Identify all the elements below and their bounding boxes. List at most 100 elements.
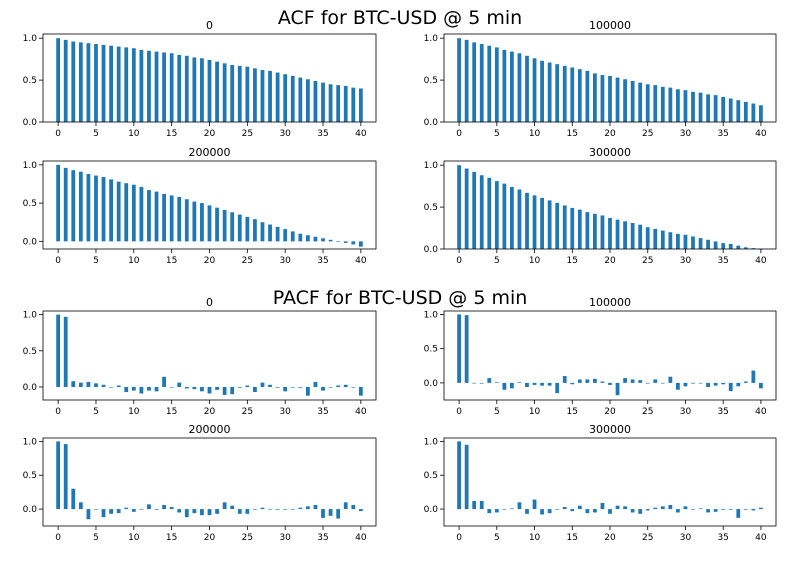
bar-lag-26 bbox=[253, 219, 257, 242]
bar-lag-36 bbox=[328, 509, 333, 516]
bar-lag-18 bbox=[593, 73, 597, 122]
x-tick-label: 0 bbox=[456, 129, 462, 139]
y-tick-label: 0.5 bbox=[424, 345, 438, 355]
y-tick-label: 1.0 bbox=[23, 437, 38, 447]
x-tick-label: 35 bbox=[317, 407, 328, 417]
bar-lag-20 bbox=[608, 217, 612, 249]
y-tick-label: 1.0 bbox=[424, 34, 439, 44]
bar-lag-37 bbox=[336, 509, 341, 519]
bar-lag-1 bbox=[63, 316, 68, 387]
x-tick-label: 20 bbox=[604, 129, 616, 139]
bar-lag-17 bbox=[585, 509, 590, 514]
bar-lag-12 bbox=[147, 50, 151, 123]
x-tick-label: 25 bbox=[242, 129, 253, 139]
bar-lag-37 bbox=[336, 385, 341, 387]
bar-lag-10 bbox=[131, 386, 136, 391]
x-tick-label: 10 bbox=[529, 407, 541, 417]
bar-lag-31 bbox=[691, 509, 695, 510]
bar-lag-14 bbox=[162, 52, 166, 122]
bar-lag-30 bbox=[683, 90, 688, 122]
bar-lag-5 bbox=[494, 181, 499, 249]
y-tick-label: 0.5 bbox=[23, 471, 37, 481]
bar-lag-38 bbox=[743, 509, 748, 510]
bar-lag-39 bbox=[751, 248, 756, 249]
bar-lag-13 bbox=[555, 382, 560, 394]
x-tick-label: 35 bbox=[717, 129, 728, 139]
x-tick-label: 5 bbox=[93, 533, 99, 543]
bar-lag-24 bbox=[638, 82, 643, 122]
x-tick-label: 15 bbox=[166, 407, 177, 417]
bar-lag-33 bbox=[305, 386, 310, 396]
bar-lag-23 bbox=[630, 223, 635, 249]
x-tick-label: 35 bbox=[317, 256, 328, 266]
bar-lag-22 bbox=[222, 63, 227, 122]
bar-lag-0 bbox=[457, 38, 461, 122]
bar-lag-32 bbox=[698, 382, 703, 384]
bar-lag-4 bbox=[487, 509, 492, 514]
x-tick-label: 10 bbox=[128, 256, 140, 266]
bar-lag-31 bbox=[290, 75, 295, 122]
y-tick-label: 0.0 bbox=[424, 505, 439, 515]
x-tick-label: 40 bbox=[355, 407, 367, 417]
bar-lag-14 bbox=[562, 376, 567, 383]
bar-lag-1 bbox=[63, 444, 68, 510]
bar-lag-15 bbox=[169, 386, 174, 388]
x-tick-label: 0 bbox=[456, 407, 462, 417]
bar-lag-39 bbox=[351, 241, 356, 245]
bar-lag-12 bbox=[547, 62, 552, 122]
x-tick-label: 25 bbox=[642, 407, 653, 417]
bar-lag-38 bbox=[343, 241, 348, 243]
bar-lag-27 bbox=[260, 382, 265, 387]
bar-lag-22 bbox=[623, 221, 627, 249]
bar-lag-14 bbox=[562, 65, 567, 122]
bar-lag-11 bbox=[139, 386, 144, 394]
bar-lag-19 bbox=[200, 203, 204, 242]
bar-lag-33 bbox=[706, 382, 710, 387]
bar-lag-34 bbox=[713, 241, 718, 249]
bar-lag-35 bbox=[721, 382, 726, 385]
subplot-3: 0 5 10 15 20 25 30 35 40 0.0 0.5 1.0 300000 bbox=[424, 146, 777, 266]
x-tick-label: 0 bbox=[55, 533, 61, 543]
bar-lag-6 bbox=[101, 384, 106, 387]
bar-lag-3 bbox=[78, 42, 83, 122]
x-tick-label: 5 bbox=[93, 129, 99, 139]
bar-lag-29 bbox=[676, 382, 680, 390]
bar-lag-10 bbox=[532, 499, 537, 510]
axes-frame bbox=[42, 310, 377, 401]
bar-lag-22 bbox=[222, 209, 227, 242]
bar-lag-32 bbox=[698, 238, 703, 249]
bar-lag-18 bbox=[192, 386, 197, 390]
bar-lag-30 bbox=[683, 382, 688, 387]
bar-lag-14 bbox=[162, 505, 166, 510]
bar-lag-33 bbox=[305, 506, 310, 510]
subplot-title: 300000 bbox=[589, 146, 631, 159]
y-tick-label: 0.0 bbox=[23, 237, 38, 247]
bar-lag-2 bbox=[472, 171, 477, 249]
bar-lag-1 bbox=[63, 167, 68, 242]
bar-lag-40 bbox=[358, 509, 363, 512]
bar-lag-27 bbox=[260, 222, 265, 242]
bar-lag-9 bbox=[124, 507, 129, 510]
bar-lag-15 bbox=[570, 382, 575, 385]
bar-lag-11 bbox=[139, 509, 144, 510]
bar-lag-37 bbox=[736, 382, 741, 387]
bar-lag-17 bbox=[585, 70, 590, 122]
y-tick-label: 1.0 bbox=[23, 311, 38, 321]
bar-lag-26 bbox=[253, 386, 257, 393]
bar-lag-23 bbox=[630, 379, 635, 383]
bar-lag-26 bbox=[653, 228, 658, 249]
bar-lag-25 bbox=[245, 509, 250, 514]
bar-lag-39 bbox=[351, 505, 356, 510]
x-tick-label: 0 bbox=[55, 256, 61, 266]
bar-lag-2 bbox=[472, 382, 477, 384]
subplot-title: 200000 bbox=[189, 423, 231, 436]
bar-lag-24 bbox=[638, 509, 643, 514]
x-tick-label: 30 bbox=[680, 407, 692, 417]
bar-lag-38 bbox=[743, 101, 748, 122]
subplot-title: 100000 bbox=[589, 296, 631, 309]
bar-lag-11 bbox=[540, 197, 544, 249]
bar-lag-0 bbox=[56, 164, 61, 242]
bar-lag-39 bbox=[351, 386, 356, 388]
bar-lag-22 bbox=[222, 502, 227, 510]
bar-lag-36 bbox=[328, 386, 333, 388]
